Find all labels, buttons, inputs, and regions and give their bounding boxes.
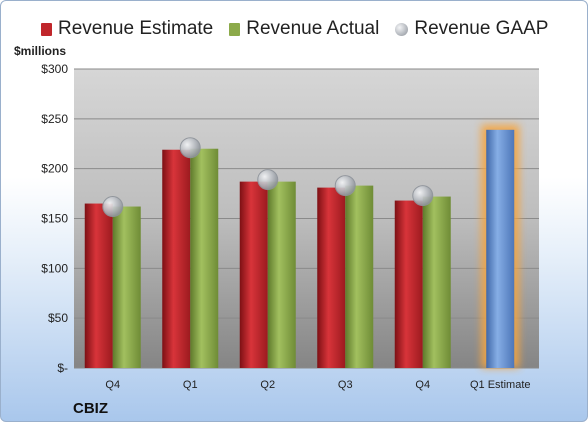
- chart-legend: Revenue Estimate Revenue Actual Revenue …: [41, 17, 564, 41]
- bar-revenue-estimate: [239, 181, 268, 368]
- y-tick-label: $100: [41, 261, 68, 275]
- legend-swatch-actual: [229, 22, 241, 36]
- x-tick-label: Q1 Estimate: [470, 379, 531, 391]
- x-tick-label: Q4: [105, 379, 120, 391]
- marker-revenue-gaap: [257, 169, 279, 191]
- legend-item-estimate: Revenue Estimate: [41, 18, 213, 40]
- gridlines: [74, 68, 539, 369]
- y-tick-label: $-: [57, 361, 68, 375]
- bar-revenue-actual: [190, 148, 219, 368]
- bar-revenue-actual: [422, 196, 451, 368]
- x-tick-label: Q2: [260, 379, 275, 391]
- marker-revenue-gaap: [412, 185, 434, 207]
- marker-revenue-gaap: [334, 175, 356, 197]
- x-tick-label: Q4: [415, 379, 430, 391]
- x-tick-label: Q3: [338, 379, 353, 391]
- bar-q1-estimate: [486, 129, 515, 368]
- y-axis-units-label: $millions: [14, 44, 67, 58]
- gaap-markers: [102, 137, 434, 218]
- marker-revenue-gaap: [102, 196, 124, 218]
- bar-revenue-estimate: [317, 187, 346, 368]
- legend-label-actual: Revenue Actual: [246, 18, 380, 39]
- legend-swatch-gaap: [395, 22, 409, 36]
- bars: [84, 129, 515, 368]
- company-ticker: CBIZ: [73, 400, 108, 417]
- y-tick-label: $300: [41, 62, 68, 76]
- x-tick-label: Q1: [183, 379, 198, 391]
- bar-revenue-actual: [267, 181, 296, 368]
- y-tick-label: $150: [41, 212, 68, 226]
- legend-item-gaap: Revenue GAAP: [395, 18, 548, 40]
- x-axis-labels: Q4 Q1 Q2 Q3 Q4 Q1 Estimate: [105, 379, 530, 391]
- legend-label-gaap: Revenue GAAP: [414, 18, 549, 39]
- y-tick-label: $200: [41, 162, 68, 176]
- bar-revenue-estimate: [162, 149, 191, 368]
- y-axis-labels: $- $50 $100 $150 $200 $250 $300: [41, 62, 68, 375]
- y-tick-label: $250: [41, 112, 68, 126]
- y-tick-label: $50: [48, 311, 68, 325]
- bar-revenue-actual: [112, 206, 141, 368]
- bar-revenue-estimate: [84, 203, 113, 368]
- legend-swatch-estimate: [41, 22, 52, 36]
- legend-item-actual: Revenue Actual: [229, 18, 379, 40]
- legend-label-estimate: Revenue Estimate: [58, 18, 214, 39]
- bar-revenue-actual: [345, 185, 374, 368]
- marker-revenue-gaap: [179, 137, 201, 159]
- bar-revenue-estimate: [394, 200, 423, 368]
